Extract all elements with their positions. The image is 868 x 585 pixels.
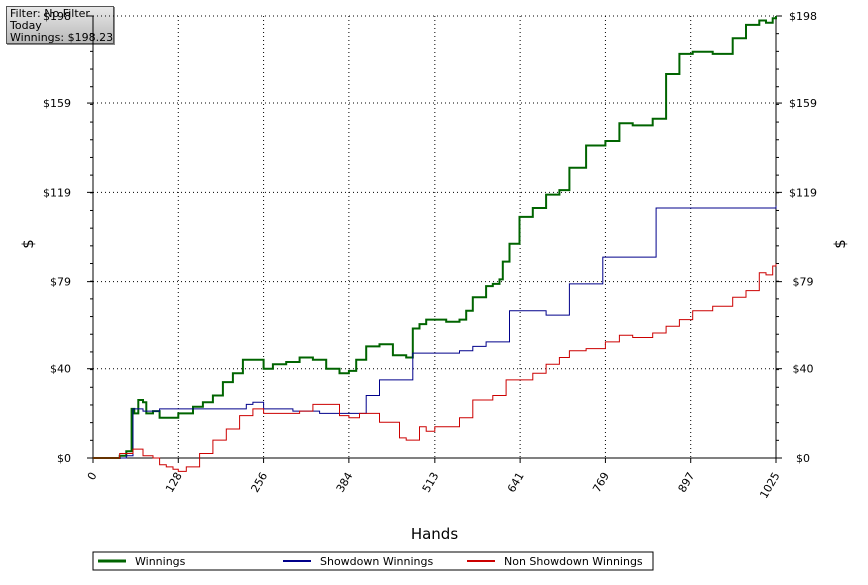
y-tick-label-right: $79 — [793, 276, 814, 289]
y-axis-title-left: $ — [19, 239, 37, 249]
winnings-label: Winnings: $198.23 — [10, 31, 114, 44]
y-tick-label-left: $0 — [57, 452, 71, 465]
x-tick-label: 128 — [163, 470, 185, 495]
legend-label-winnings: Winnings — [135, 555, 186, 568]
y-tick-label-right: $119 — [789, 186, 817, 199]
y-tick-label-right: $40 — [793, 363, 814, 376]
y-tick-label-left: $119 — [43, 186, 71, 199]
x-tick-label: 769 — [590, 470, 612, 495]
axes: $0 $0 $40 $40 $79 $79 $119 $119 $159 $159 $198 $198… — [43, 10, 817, 501]
y-tick-label-left: $79 — [50, 276, 71, 289]
x-tick-label: 1025 — [757, 470, 782, 501]
filter-label: Filter: No Filter — [10, 7, 90, 20]
grid — [93, 15, 776, 458]
x-axis-title: Hands — [411, 525, 458, 543]
y-tick-label-right: $0 — [796, 452, 810, 465]
y-tick-label-right: $159 — [789, 97, 817, 110]
legend: Winnings Showdown Winnings Non Showdown Wi… — [92, 551, 654, 571]
y-tick-label-left: $159 — [43, 97, 71, 110]
x-tick-label: 384 — [334, 470, 356, 495]
legend-label-showdown: Showdown Winnings — [320, 555, 434, 568]
x-tick-label: 256 — [248, 470, 270, 495]
series-line-showdown — [93, 205, 777, 459]
period-label: Today — [10, 19, 42, 32]
y-tick-label-left: $40 — [50, 363, 71, 376]
x-tick-label: 641 — [505, 470, 527, 495]
x-tick-label: 0 — [85, 470, 100, 483]
x-tick-label: 897 — [676, 470, 698, 495]
y-tick-label-left: $198 — [43, 10, 71, 23]
series — [93, 16, 777, 472]
series-line-non-showdown — [93, 263, 777, 472]
y-axis-title-right: $ — [831, 239, 849, 249]
y-tick-label-right: $198 — [789, 10, 817, 23]
info-box: Filter: No Filter Today Winnings: $198.2… — [6, 6, 114, 44]
x-tick-label: 513 — [420, 470, 442, 495]
legend-box — [92, 551, 654, 571]
legend-label-non-showdown: Non Showdown Winnings — [504, 555, 643, 568]
